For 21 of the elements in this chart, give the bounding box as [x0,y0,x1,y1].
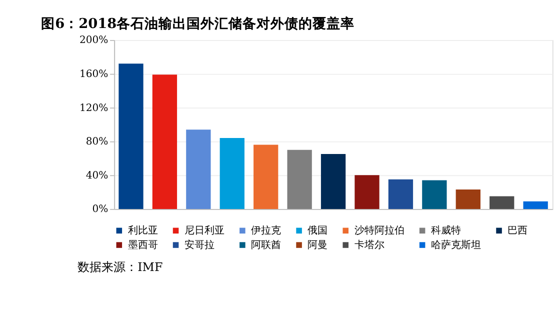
legend-label: 阿联酋 [251,238,282,251]
legend-label: 利比亚 [128,224,158,236]
y-tick-label: 0% [92,204,108,216]
legend-label: 科威特 [430,224,461,236]
legend-label: 卡塔尔 [354,238,384,251]
legend-label: 伊拉克 [251,224,282,236]
legend-label: 阿曼 [308,240,328,251]
y-tick-label: 120% [80,102,108,114]
legend-label: 巴西 [508,225,528,236]
y-tick-label: 200% [80,35,108,46]
legend-label: 哈萨克斯坦 [430,238,481,251]
legend-label: 沙特阿拉伯 [354,224,404,236]
legend-label: 安哥拉 [184,238,214,251]
legend-label: 俄国 [308,224,328,236]
y-tick-label: 40% [86,170,108,182]
source-note: 数据来源：IMF [78,260,163,274]
y-tick-label: 80% [86,136,108,148]
chart-title: 图6：2018各石油输出国外汇储备对外债的覆盖率 [41,15,355,32]
legend-label: 尼日利亚 [184,224,224,236]
y-tick-label: 160% [80,69,108,80]
legend-label: 墨西哥 [128,240,158,251]
